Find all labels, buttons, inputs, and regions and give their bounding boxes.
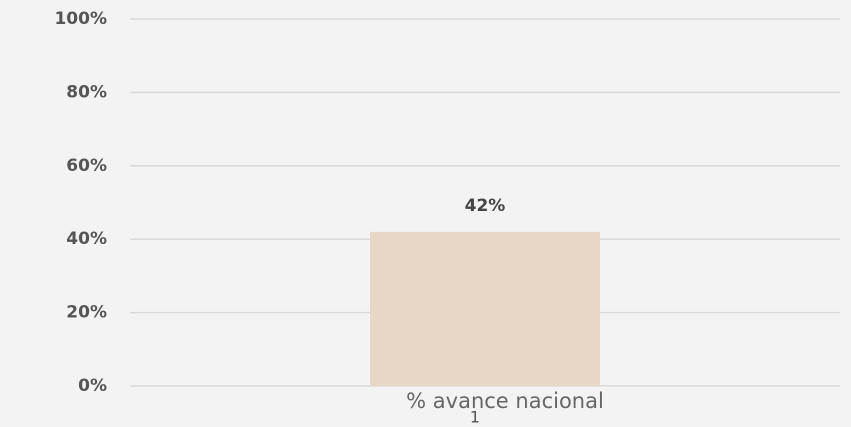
y-tick-label: 80% [66, 82, 107, 102]
bar [370, 231, 600, 386]
data-label: 42% [465, 196, 506, 216]
y-tick-label: 100% [54, 9, 107, 29]
y-tick-label: 60% [66, 156, 107, 176]
y-tick-label: 40% [66, 229, 107, 249]
x-tick-label: 1 [470, 408, 480, 427]
x-axis-label: % avance nacional [406, 389, 604, 413]
y-tick-label: 0% [78, 376, 107, 396]
y-tick-label: 20% [66, 303, 107, 323]
